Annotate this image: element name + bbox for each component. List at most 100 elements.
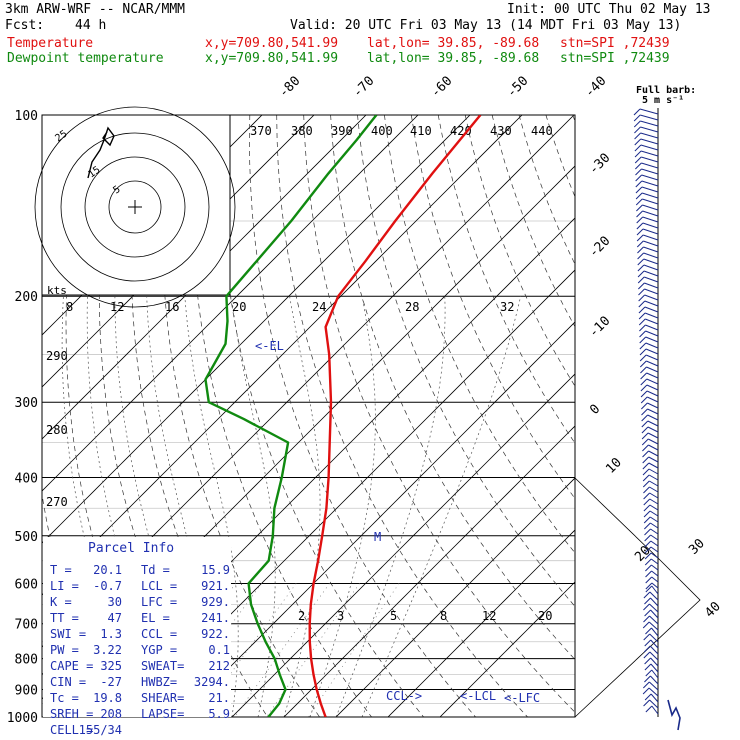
parcel-row-key-1: PW =	[50, 643, 79, 657]
wind-barb	[641, 151, 658, 156]
wind-barb	[643, 217, 658, 222]
theta-label: 440	[531, 124, 553, 138]
wind-barb-flag	[645, 541, 651, 547]
isotherm-label: -50	[504, 74, 531, 101]
mixing-ratio-label: 12	[482, 609, 496, 623]
wind-barb-flag	[641, 373, 647, 379]
parcel-row-key-1: Tc =	[50, 691, 79, 705]
wind-barb-flag	[634, 121, 640, 127]
parcel-row-key-1: SREH =	[50, 707, 93, 721]
wind-barb-flag	[644, 598, 650, 604]
wind-barb-flag	[634, 115, 640, 121]
wind-barb-flag	[634, 127, 640, 133]
moist-adiabat	[231, 296, 275, 717]
wind-barb-flag	[646, 577, 652, 583]
wind-barb-flag	[642, 421, 648, 427]
speed-tick-label: 12	[110, 300, 124, 314]
wind-barb	[650, 505, 658, 510]
moist-adiabat	[310, 296, 375, 717]
wind-barb-flag	[643, 463, 649, 469]
theta-label: 390	[331, 124, 353, 138]
wind-barb-flag	[642, 445, 648, 451]
wind-barb-flag	[643, 688, 649, 694]
wind-barb	[646, 349, 658, 354]
wind-barb-flag	[646, 670, 652, 676]
pressure-label: 800	[15, 653, 38, 668]
wind-barb-flag	[642, 433, 648, 439]
wind-barb-flag	[636, 175, 642, 181]
wind-barb-flag	[646, 583, 652, 589]
wind-barb	[642, 205, 658, 210]
wind-barb	[645, 313, 658, 318]
theta-label: 430	[490, 124, 512, 138]
wind-barb	[644, 253, 658, 258]
wind-barb-flag	[640, 343, 646, 349]
wind-barb-flag	[640, 361, 646, 367]
wind-barb	[642, 175, 658, 180]
wind-barb-flag	[644, 493, 650, 499]
parcel-row-value-1: 155/34	[79, 723, 122, 737]
wind-barb-flag	[643, 604, 649, 610]
moist-adiabat	[284, 296, 320, 717]
wind-barb-flag	[640, 355, 646, 361]
wind-barb-flag	[641, 385, 647, 391]
wind-barb	[646, 331, 658, 336]
wind-barb	[642, 169, 659, 174]
parcel-row-key-2: HWBZ=	[141, 675, 177, 689]
wind-barb-flag	[635, 139, 641, 145]
isotherm-label: -80	[276, 74, 303, 101]
parcel-row-value-1: 19.8	[93, 691, 122, 705]
wind-barb-flag	[640, 349, 646, 355]
wind-barb-flag	[636, 205, 642, 211]
wind-barb	[645, 301, 658, 306]
dry-adiabat	[304, 115, 580, 717]
wind-barb-surface	[668, 700, 680, 730]
pressure-label: 700	[15, 618, 38, 633]
wind-barb-flag	[644, 676, 650, 682]
isotherm-label: -30	[586, 151, 613, 178]
speed-tick-label: 16	[165, 300, 179, 314]
moist-adiabat	[362, 296, 521, 717]
wind-barb	[651, 547, 658, 552]
dry-adiabat	[411, 115, 740, 717]
diagram-extension-outline	[575, 478, 700, 717]
theta-label: 400	[371, 124, 393, 138]
dry-adiabat	[519, 115, 740, 717]
wind-barb-flag	[645, 694, 651, 700]
parcel-info-box: Parcel Info T = 20.1 Td = 15.9 LI = -0.7 LCL = 9…	[43, 537, 231, 737]
skewt-diagram: 25155kts8 12 16 20 24 28 32 100200300400500600…	[0, 0, 740, 740]
wind-barb-flag	[639, 313, 645, 319]
wind-barb-flag	[641, 391, 647, 397]
wind-barb	[647, 385, 658, 390]
wind-barb	[648, 409, 659, 414]
wind-barb-flag	[644, 646, 650, 652]
wind-barb	[645, 307, 658, 312]
wind-barb	[643, 235, 658, 240]
wind-barbs	[634, 108, 680, 730]
parcel-row-key-2: LCL =	[141, 579, 177, 593]
isotherm-line	[336, 115, 740, 717]
wind-barb	[645, 289, 659, 294]
parcel-info-title: Parcel Info	[88, 541, 174, 556]
wind-barb	[646, 361, 658, 366]
parcel-row-value-2: 5.9	[208, 707, 230, 721]
lfc-marker: <-LFC	[504, 691, 540, 705]
speed-tick-label: 20	[232, 300, 246, 314]
wind-barb-flag	[638, 259, 644, 265]
dry-adiabat	[384, 115, 735, 717]
wind-barb	[643, 211, 658, 216]
wind-barb	[647, 403, 658, 408]
parcel-row-value-1: -27	[100, 675, 122, 689]
pressure-label: 500	[15, 530, 38, 545]
wind-barb	[647, 391, 658, 396]
wind-barb-flag	[644, 634, 650, 640]
wind-barb-flag	[644, 499, 650, 505]
wind-barb-flag	[640, 337, 646, 343]
wind-barb-flag	[635, 133, 641, 139]
speed-tick-label: 8	[66, 300, 73, 314]
pressure-label: 900	[15, 683, 38, 698]
theta-label: 370	[250, 124, 272, 138]
wind-barb	[646, 337, 658, 342]
wind-barb-flag	[639, 295, 645, 301]
wind-barb-flag	[635, 163, 641, 169]
